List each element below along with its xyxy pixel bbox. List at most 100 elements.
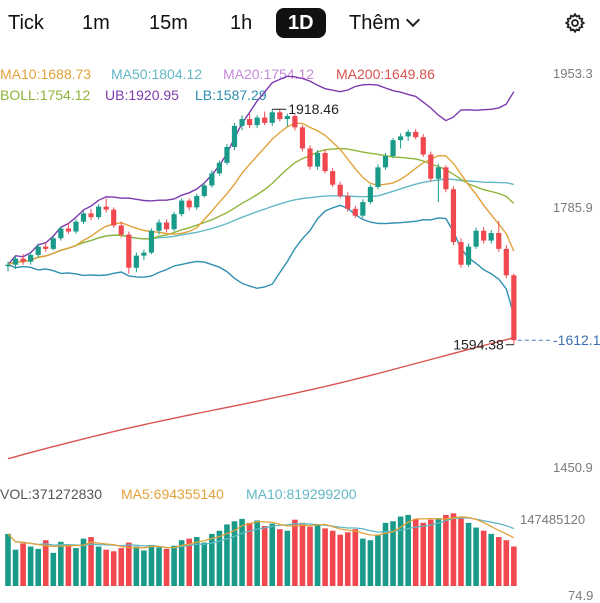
volume-bar bbox=[465, 522, 472, 586]
volume-bar bbox=[397, 516, 404, 586]
candle-body bbox=[254, 117, 260, 126]
volume-bar bbox=[443, 514, 449, 586]
volume-ma5-legend: MA5:694355140 bbox=[121, 486, 224, 502]
price-axis-label: 1953.3 bbox=[553, 66, 593, 81]
volume-bar bbox=[148, 544, 155, 586]
volume-bar bbox=[503, 540, 510, 586]
candle-body bbox=[186, 200, 192, 208]
candle-body bbox=[443, 167, 449, 190]
tab-1d[interactable]: 1D bbox=[276, 8, 326, 38]
candle-body bbox=[481, 230, 487, 241]
volume-bar bbox=[488, 533, 494, 586]
candle-body bbox=[435, 167, 441, 179]
timeframe-tabs: Tick 1m 15m 1h 1D Thêm bbox=[0, 0, 600, 46]
candle-body bbox=[405, 131, 411, 137]
volume-bar bbox=[420, 522, 427, 586]
ma10-legend: MA10:1688.73 bbox=[0, 66, 92, 82]
candle-body bbox=[307, 148, 313, 167]
volume-bar bbox=[375, 535, 381, 586]
candle-body bbox=[88, 213, 94, 218]
candle-body bbox=[148, 230, 155, 253]
volume-bar bbox=[5, 533, 11, 586]
candle-body bbox=[284, 116, 290, 120]
candle-body bbox=[458, 242, 464, 265]
volume-axis-label: 147485120 bbox=[520, 512, 586, 527]
volume-bar bbox=[95, 546, 102, 586]
volume-bar bbox=[458, 518, 464, 586]
candle-body bbox=[450, 189, 457, 243]
tab-1h[interactable]: 1h bbox=[230, 12, 253, 34]
candle-body bbox=[5, 264, 11, 267]
candle-body bbox=[171, 214, 177, 230]
candle-body bbox=[473, 230, 479, 247]
volume-ma10-line bbox=[7, 517, 515, 549]
candle-body bbox=[20, 258, 26, 262]
volume-bar bbox=[337, 534, 343, 586]
candle-body bbox=[390, 140, 396, 157]
volume-bar bbox=[73, 548, 79, 586]
candle-body bbox=[352, 208, 358, 216]
volume-bar bbox=[299, 522, 306, 586]
candle-body bbox=[292, 116, 298, 128]
volume-bar bbox=[307, 526, 313, 586]
volume-bar bbox=[511, 546, 517, 586]
volume-bar bbox=[224, 524, 230, 586]
candle-body bbox=[299, 127, 306, 149]
ub-legend: UB:1920.95 bbox=[105, 87, 179, 103]
volume-ma5-line bbox=[7, 516, 515, 549]
candle-body bbox=[201, 185, 207, 197]
volume-bar bbox=[231, 521, 238, 586]
candle-body bbox=[126, 234, 132, 268]
volume-bar bbox=[405, 514, 411, 586]
volume-bar bbox=[277, 529, 283, 586]
volume-bar bbox=[284, 530, 291, 586]
more-timeframes-button[interactable]: Thêm bbox=[349, 8, 421, 38]
volume-bar bbox=[50, 552, 57, 586]
boll-upper-band-line bbox=[7, 75, 515, 266]
volume-bar bbox=[186, 538, 192, 586]
candle-body bbox=[50, 238, 56, 249]
price-axis-label: 1450.9 bbox=[553, 460, 593, 475]
candle-body bbox=[58, 228, 64, 239]
candle-body bbox=[465, 246, 472, 265]
tab-1m[interactable]: 1m bbox=[82, 12, 110, 34]
volume-bar bbox=[65, 544, 72, 586]
volume-bar bbox=[193, 537, 200, 586]
candle-body bbox=[179, 200, 185, 215]
volume-bar bbox=[261, 526, 268, 586]
volume-bar bbox=[450, 513, 457, 586]
candle-body bbox=[231, 125, 238, 147]
candle-body bbox=[156, 222, 162, 231]
ma50-legend: MA50:1804.12 bbox=[111, 66, 203, 82]
volume-bar bbox=[412, 518, 419, 586]
candle-body bbox=[12, 258, 19, 265]
candle-body bbox=[111, 209, 117, 226]
candle-body bbox=[73, 221, 79, 232]
candle-body bbox=[141, 252, 147, 256]
candle-body bbox=[35, 246, 41, 255]
volume-bar bbox=[344, 532, 351, 586]
candle-body bbox=[345, 196, 351, 209]
candle-body bbox=[133, 255, 139, 268]
volume-ma10-legend: MA10:819299200 bbox=[246, 486, 357, 502]
gear-icon[interactable] bbox=[564, 12, 586, 34]
candle-body bbox=[80, 213, 87, 222]
volume-bar bbox=[126, 542, 132, 586]
volume-bar bbox=[352, 529, 359, 586]
volume-bar bbox=[239, 518, 245, 586]
volume-bar bbox=[360, 538, 366, 586]
volume-bar bbox=[80, 538, 87, 586]
tab-15m[interactable]: 15m bbox=[149, 12, 188, 34]
tab-tick[interactable]: Tick bbox=[8, 12, 44, 34]
volume-bar bbox=[20, 543, 26, 586]
candle-body bbox=[224, 146, 230, 163]
volume-bar bbox=[382, 522, 389, 586]
candle-body bbox=[322, 153, 328, 172]
candle-body bbox=[209, 173, 215, 186]
volume-bar bbox=[133, 546, 140, 586]
candle-body bbox=[277, 112, 283, 120]
candle-body bbox=[488, 233, 494, 241]
candle-body bbox=[262, 117, 268, 123]
candle-body bbox=[163, 222, 170, 230]
